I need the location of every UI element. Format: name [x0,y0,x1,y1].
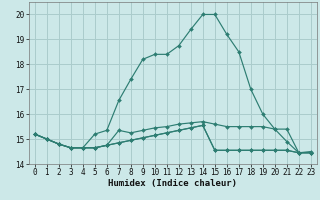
X-axis label: Humidex (Indice chaleur): Humidex (Indice chaleur) [108,179,237,188]
